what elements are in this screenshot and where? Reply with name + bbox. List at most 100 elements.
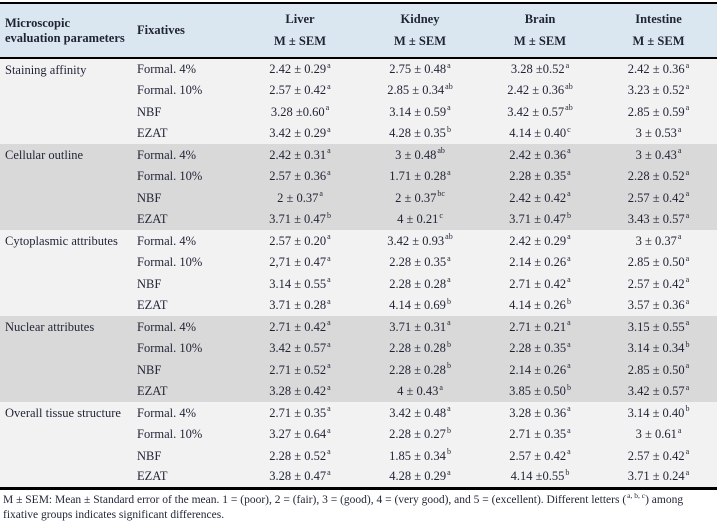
msem-label: M ± SEM [632, 34, 685, 49]
table-row: Nuclear attributes Formal. 4% 2.71 ± 0.42a… [0, 316, 717, 402]
significance-letter: a [327, 404, 331, 414]
msem-label: M ± SEM [274, 34, 326, 49]
significance-letter: a [685, 253, 690, 263]
significance-letter: a [685, 296, 690, 306]
value-cell: 3.71 ± 0.28a [240, 294, 360, 316]
significance-letter: a [565, 60, 570, 70]
value-cell: 2.42 ± 0.29a [240, 58, 360, 80]
value-cell: 3.42 ± 0.48a [360, 402, 480, 424]
value-cell: 3.15 ± 0.55a [600, 316, 717, 338]
value-cell: 2.28 ± 0.35a [360, 251, 480, 273]
fixative-cell: NBF [132, 101, 240, 123]
significance-letter: a [685, 361, 690, 371]
value-cell: 2.28 ± 0.52a [600, 165, 717, 187]
organ-name: Kidney [400, 11, 440, 26]
significance-letter: a [447, 468, 451, 478]
value-cell: 3.43 ± 0.57a [600, 208, 717, 230]
table-row: NBF 3.14 ± 0.55a 2.28 ± 0.28a 2.71 ± 0.42a 2… [0, 273, 717, 295]
table-row: Formal. 10% 2,71 ± 0.47a 2.28 ± 0.35a 2.14 … [0, 251, 717, 273]
table-row: Staining affinity Formal. 4% 2.42 ± 0.29a 2… [0, 58, 717, 144]
significance-letter: a [439, 382, 443, 392]
significance-letter: b [446, 339, 451, 349]
value-cell: 2.71 ± 0.21a [480, 316, 600, 338]
value-cell: 2.28 ± 0.52a [240, 445, 360, 467]
significance-letter: a [327, 232, 331, 242]
significance-letter: ab [445, 81, 453, 91]
fixative-cell: Formal. 10% [132, 79, 240, 101]
results-table: Microscopic evaluation parameters Fixati… [0, 2, 717, 490]
significance-letter: a [327, 253, 331, 263]
significance-letter: a [567, 447, 571, 457]
significance-letter: b [446, 296, 451, 306]
value-cell: 3.71 ± 0.47b [480, 208, 600, 230]
parameter-cell: Overall tissue structure [0, 402, 132, 488]
fixative-cell: Formal. 10% [132, 337, 240, 359]
fixative-cell: Formal. 4% [132, 402, 240, 424]
value-cell: 3.42 ± 0.57ab [480, 101, 600, 123]
table-row: NBF 3.28 ±0.60a 3.14 ± 0.59a 3.42 ± 0.57ab 2… [0, 101, 717, 123]
value-cell: 3 ± 0.37a [600, 230, 717, 252]
significance-letter: bc [437, 189, 445, 199]
value-cell: 2.57 ± 0.36a [240, 165, 360, 187]
significance-letter: a [447, 275, 451, 285]
significance-letter: a [685, 103, 690, 113]
value-cell: 2.71 ± 0.52a [240, 359, 360, 381]
organ-name: Intestine [635, 11, 682, 26]
fixative-cell: NBF [132, 187, 240, 209]
table-footnote: M ± SEM: Mean ± Standard error of the me… [0, 490, 717, 523]
significance-letter: b [446, 124, 451, 134]
significance-letter: b [565, 468, 570, 478]
value-cell: 2,71 ± 0.47a [240, 251, 360, 273]
footnote-superscript-letters: a, b, c [627, 490, 646, 500]
value-cell: 2.71 ± 0.35a [480, 423, 600, 445]
value-cell: 3.42 ± 0.57a [600, 380, 717, 402]
value-cell: 2 ± 0.37a [240, 187, 360, 209]
footnote-text-end: ) among fixative groups indicates signif… [3, 493, 684, 521]
fixative-cell: NBF [132, 359, 240, 381]
significance-letter: a [327, 447, 331, 457]
value-cell: 2.42 ± 0.31a [240, 144, 360, 166]
table-row: Cellular outline Formal. 4% 2.42 ± 0.31a 3 … [0, 144, 717, 230]
significance-letter: a [327, 468, 331, 478]
table-row: Formal. 10% 3.27 ± 0.64a 2.28 ± 0.27b 2.71 … [0, 423, 717, 445]
value-cell: 2.28 ± 0.35a [480, 337, 600, 359]
fixative-cell: EZAT [132, 122, 240, 144]
significance-letter: b [566, 210, 571, 220]
fixative-cell: Formal. 4% [132, 58, 240, 80]
significance-letter: a [567, 253, 571, 263]
fixative-cell: Formal. 4% [132, 230, 240, 252]
significance-letter: a [447, 318, 451, 328]
organ-name: Brain [524, 11, 556, 26]
organ-name: Liver [285, 11, 315, 26]
value-cell: 3 ± 0.48ab [360, 144, 480, 166]
value-cell: 4.14 ± 0.40c [480, 122, 600, 144]
value-cell: 4 ± 0.43a [360, 380, 480, 402]
value-cell: 2.57 ± 0.20a [240, 230, 360, 252]
table-body: Staining affinity Formal. 4% 2.42 ± 0.29a 2… [0, 58, 717, 488]
value-cell: 3.42 ± 0.57a [240, 337, 360, 359]
significance-letter: a [685, 81, 690, 91]
significance-letter: a [447, 60, 451, 70]
table-row: Cytoplasmic attributes Formal. 4% 2.57 ± 0… [0, 230, 717, 316]
value-cell: 2.57 ± 0.42a [480, 445, 600, 467]
significance-letter: ab [565, 103, 573, 113]
value-cell: 3.14 ± 0.55a [240, 273, 360, 295]
value-cell: 3.28 ± 0.42a [240, 380, 360, 402]
significance-letter: a [685, 318, 690, 328]
significance-letter: a [677, 146, 682, 156]
value-cell: 2.57 ± 0.42a [240, 79, 360, 101]
significance-letter: b [685, 404, 690, 414]
value-cell: 4.14 ± 0.69b [360, 294, 480, 316]
significance-letter: a [567, 189, 571, 199]
fixative-cell: EZAT [132, 294, 240, 316]
value-cell: 2.85 ± 0.34ab [360, 79, 480, 101]
table-row: EZAT 3.42 ± 0.29a 4.28 ± 0.35b 4.14 ± 0.40c… [0, 122, 717, 144]
significance-letter: a [447, 404, 451, 414]
value-cell: 2.57 ± 0.42a [600, 187, 717, 209]
header-row: Microscopic evaluation parameters Fixati… [0, 3, 717, 59]
significance-letter: b [566, 296, 571, 306]
table-row: EZAT 3.28 ± 0.47a 4.28 ± 0.29a 4.14 ±0.55b 3… [0, 466, 717, 488]
value-cell: 2 ± 0.37bc [360, 187, 480, 209]
fixative-cell: EZAT [132, 466, 240, 488]
